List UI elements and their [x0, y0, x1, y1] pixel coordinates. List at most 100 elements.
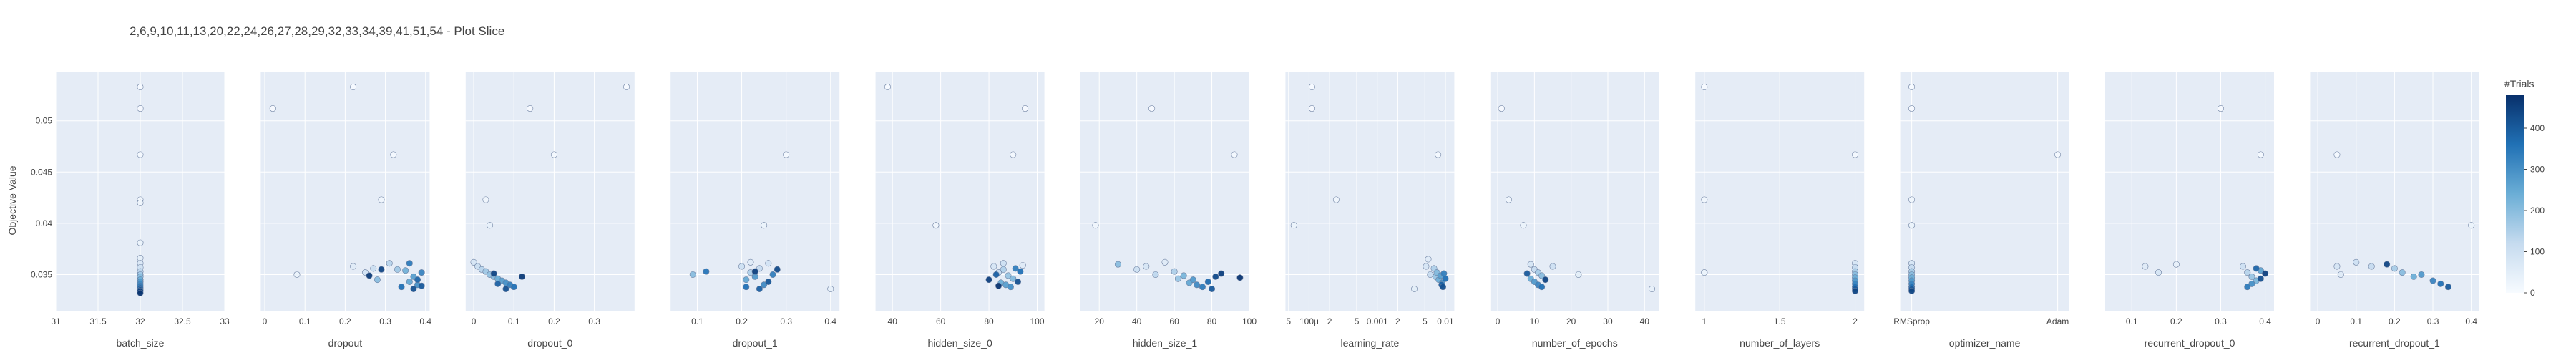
scatter-point: [2468, 222, 2475, 229]
scatter-point: [1542, 276, 1549, 284]
x-tick-label: 0.2: [2170, 316, 2182, 326]
scatter-point: [1189, 276, 1196, 284]
x-tick-label: 0: [472, 316, 477, 326]
scatter-point: [2142, 263, 2149, 270]
scatter-point: [1701, 196, 1708, 203]
scatter-point: [527, 105, 534, 112]
x-tick-label: 1.5: [1774, 316, 1786, 326]
x-tick-label: 40: [1640, 316, 1650, 326]
scatter-point: [761, 281, 768, 289]
scatter-point: [756, 265, 763, 272]
scatter-point: [410, 286, 417, 293]
colorbar-tick-label: 300: [2530, 165, 2545, 175]
x-tick-label: 60: [936, 316, 946, 326]
x-tick-label: 31: [51, 316, 61, 326]
scatter-point: [2155, 269, 2162, 276]
x-tick-label: 40: [888, 316, 898, 326]
scatter-point: [1231, 151, 1238, 158]
x-tick-label: 0.01: [1437, 316, 1454, 326]
scatter-point: [386, 260, 393, 267]
subplot-batch_size: 31 31.5 32 32.5 33 batch_size 0.035 0.04 0.045 0.…: [31, 72, 230, 349]
scatter-point: [137, 239, 144, 246]
scatter-point: [2418, 271, 2425, 278]
scatter-point: [390, 151, 397, 158]
subplot-learning_rate: 5 100μ 2 5 0.001 2 5 0.01 learning_rate: [1285, 72, 1455, 349]
scatter-point: [502, 286, 509, 293]
scatter-point: [992, 271, 1000, 278]
scatter-point: [366, 272, 373, 279]
scatter-point: [1520, 222, 1527, 229]
scatter-point: [1435, 151, 1442, 158]
scatter-point: [1152, 271, 1159, 278]
scatter-point: [2391, 265, 2398, 272]
scatter-point: [1171, 268, 1178, 275]
x-tick-label: 0.4: [2465, 316, 2477, 326]
colorbar-tick-label: 0: [2530, 288, 2535, 298]
scatter-point: [1908, 196, 1916, 203]
subplot-background: [1080, 72, 1249, 311]
x-axis-title: batch_size: [117, 337, 165, 349]
scatter-point: [783, 151, 790, 158]
scatter-point: [765, 260, 772, 267]
scatter-point: [1019, 262, 1026, 269]
scatter-point: [932, 222, 940, 229]
scatter-point: [374, 276, 381, 284]
scatter-point: [1852, 151, 1859, 158]
scatter-point: [1010, 151, 1017, 158]
x-tick-label: 0.3: [588, 316, 600, 326]
scatter-point: [1236, 274, 1244, 281]
scatter-point: [1209, 286, 1216, 293]
scatter-point: [1440, 284, 1447, 291]
chart-title: 2,6,9,10,11,13,20,22,24,26,27,28,29,32,3…: [130, 24, 504, 38]
x-tick-label: 31.5: [89, 316, 107, 326]
x-tick-label: RMSprop: [1893, 316, 1930, 326]
scatter-point: [370, 265, 377, 272]
x-tick-label: 20: [1566, 316, 1576, 326]
scatter-point: [1204, 278, 1211, 285]
scatter-point: [623, 83, 630, 90]
x-tick-label: 2: [1327, 316, 1332, 326]
scatter-point: [518, 273, 525, 280]
colorbar-ticks: 0 100 200 300 400: [2524, 123, 2545, 298]
scatter-point: [1012, 265, 1019, 272]
scatter-point: [827, 286, 834, 293]
y-axis-title: Objective Value: [6, 165, 18, 235]
x-tick-label: 0.001: [1367, 316, 1388, 326]
x-tick-label: 0.1: [508, 316, 520, 326]
x-axis-title: learning_rate: [1341, 337, 1400, 349]
scatter-point: [1908, 287, 1916, 294]
x-tick-label: 2: [1395, 316, 1400, 326]
subplot-hidden_size_1: 20 40 60 80 100 hidden_size_1: [1080, 72, 1257, 349]
scatter-point: [743, 276, 750, 284]
x-tick-label: 0: [1496, 316, 1501, 326]
scatter-point: [1000, 260, 1007, 267]
scatter-point: [2333, 151, 2341, 158]
x-tick-label: 20: [1095, 316, 1105, 326]
subplot-dropout_1: 0.1 0.2 0.3 0.4 dropout_1: [670, 72, 840, 349]
subplot-number_of_layers: 1 1.5 2 number_of_layers: [1695, 72, 1865, 349]
scatter-point: [1701, 269, 1708, 276]
scatter-point: [2172, 261, 2180, 268]
x-tick-label: 0.2: [2389, 316, 2401, 326]
scatter-point: [2333, 263, 2341, 270]
scatter-point: [703, 268, 710, 275]
x-tick-label: 32.5: [174, 316, 191, 326]
scatter-point: [1308, 83, 1315, 90]
x-tick-label: 0.3: [780, 316, 792, 326]
x-tick-label: 0: [263, 316, 268, 326]
x-tick-label: 30: [1603, 316, 1613, 326]
scatter-point: [1575, 271, 1582, 278]
scatter-point: [756, 286, 763, 293]
scatter-point: [1092, 222, 1099, 229]
x-axis-title: optimizer_name: [1949, 337, 2021, 349]
x-tick-label: 1: [1702, 316, 1707, 326]
scatter-point: [1161, 258, 1169, 266]
scatter-point: [2248, 280, 2255, 287]
scatter-point: [1411, 286, 1418, 293]
scatter-point: [1199, 284, 1206, 291]
scatter-point: [1133, 266, 1141, 273]
scatter-point: [884, 83, 891, 90]
x-tick-label: 0.1: [691, 316, 703, 326]
scatter-point: [2217, 105, 2224, 112]
scatter-point: [1010, 275, 1017, 282]
